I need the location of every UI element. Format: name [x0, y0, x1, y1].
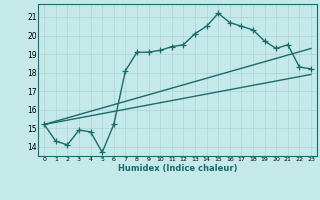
X-axis label: Humidex (Indice chaleur): Humidex (Indice chaleur) [118, 164, 237, 173]
